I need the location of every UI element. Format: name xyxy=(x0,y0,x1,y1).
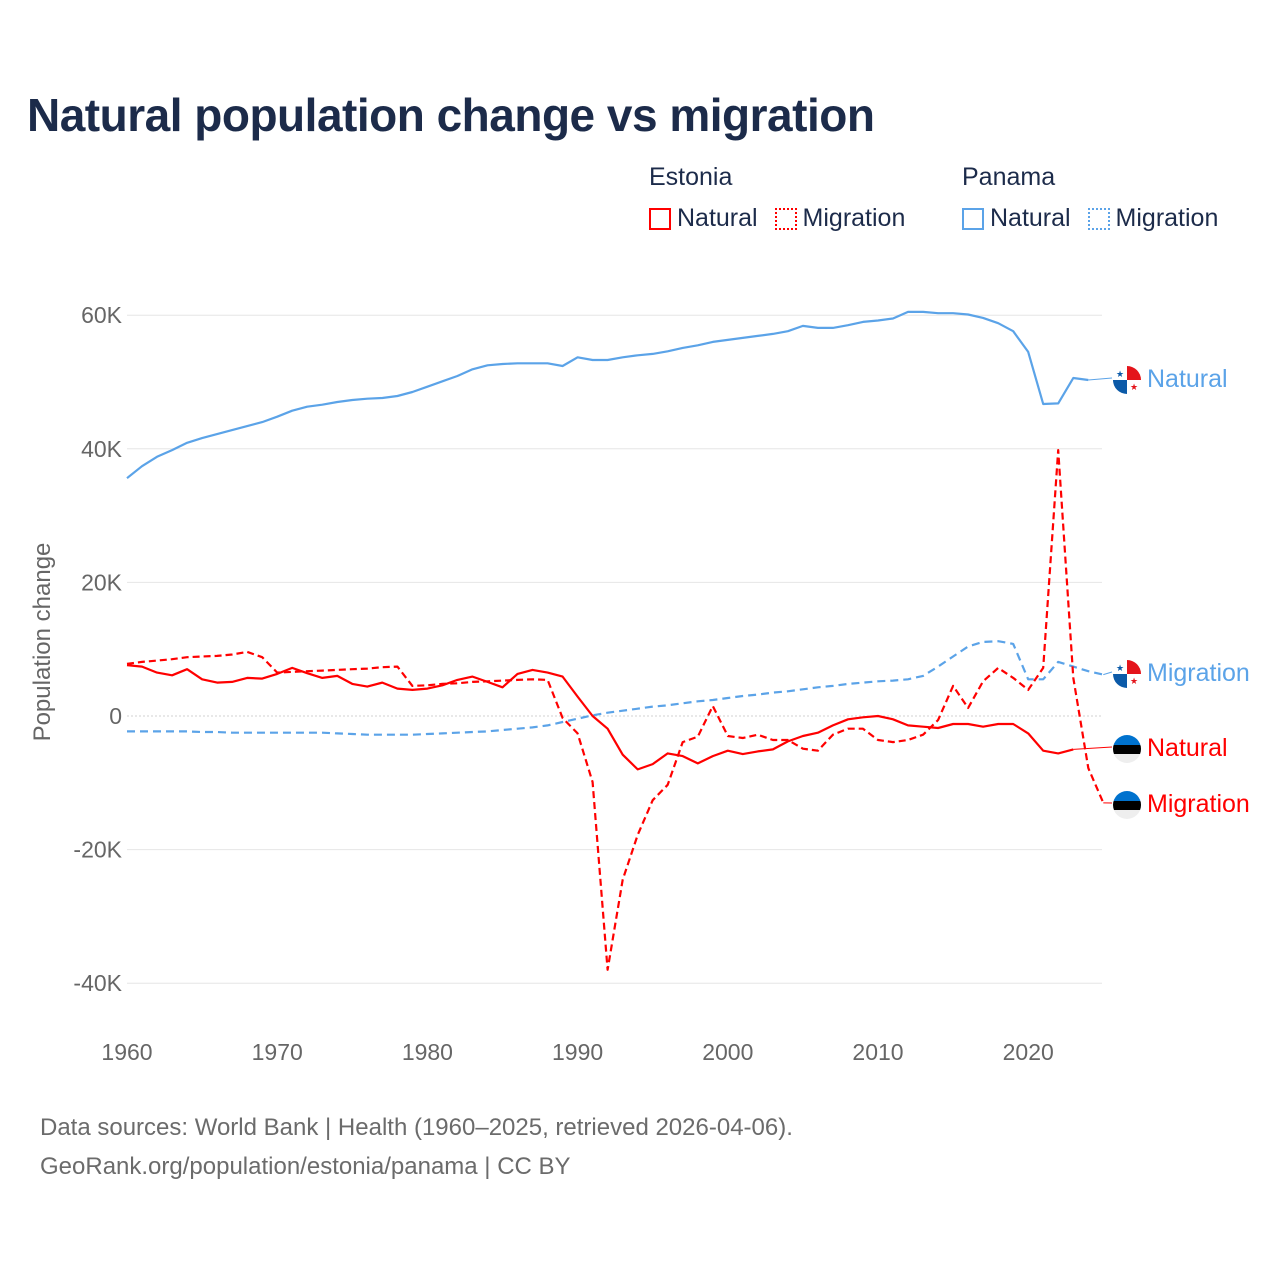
data-source-text: Data sources: World Bank | Health (1960–… xyxy=(40,1114,793,1141)
legend-item-estonia-migration[interactable]: Migration xyxy=(774,204,906,233)
series-line-estonia-natural[interactable] xyxy=(126,664,1074,771)
series-line-estonia-migration[interactable] xyxy=(126,449,1105,971)
y-axis-label: Population change xyxy=(29,543,56,742)
y-tick-label: 20K xyxy=(81,569,123,595)
x-tick-label: 1960 xyxy=(101,1039,152,1065)
legend-swatch-solid-icon xyxy=(649,207,671,230)
leader-line xyxy=(1088,377,1113,381)
estonia-flag-icon xyxy=(1113,791,1141,819)
svg-text:★: ★ xyxy=(1130,382,1138,392)
y-tick-label: 0 xyxy=(109,703,122,729)
legend-item-panama-natural[interactable]: Natural xyxy=(962,204,1071,233)
y-tick-label: -20K xyxy=(73,837,122,863)
chart-title: Natural population change vs migration xyxy=(27,89,875,141)
legend-swatch-dotted-icon xyxy=(1087,207,1110,230)
end-label-estonia-natural: Natural xyxy=(1147,734,1228,762)
x-tick-label: 2010 xyxy=(852,1039,903,1065)
svg-text:★: ★ xyxy=(1130,676,1138,686)
leader-line xyxy=(1103,671,1113,676)
x-tick-label: 2000 xyxy=(702,1039,753,1065)
legend-label: Natural xyxy=(677,204,758,232)
series-line-panama-migration[interactable] xyxy=(127,640,1104,736)
legend-title-estonia: Estonia xyxy=(649,163,733,191)
svg-text:★: ★ xyxy=(1116,663,1124,673)
end-label-panama-migration: Migration xyxy=(1147,659,1250,687)
x-tick-label: 1990 xyxy=(552,1039,603,1065)
legend-item-estonia-natural[interactable]: Natural xyxy=(649,204,758,233)
legend-title-panama: Panama xyxy=(962,163,1056,191)
legend-label: Migration xyxy=(1115,204,1219,232)
leader-line xyxy=(1073,746,1113,750)
x-tick-label: 1980 xyxy=(402,1039,453,1065)
y-tick-label: 40K xyxy=(81,436,123,462)
footer: Data sources: World Bank | Health (1960–… xyxy=(40,1108,793,1186)
svg-text:★: ★ xyxy=(1116,369,1124,379)
series-line-panama-natural[interactable] xyxy=(126,310,1089,480)
legend-group-estonia: Estonia Natural Migration xyxy=(649,163,915,237)
panama-flag-icon: ★★ xyxy=(1113,366,1141,394)
end-label-estonia-migration: Migration xyxy=(1147,790,1250,818)
y-tick-label: -40K xyxy=(73,970,122,996)
y-tick-label: 60K xyxy=(81,302,123,328)
legend-label: Migration xyxy=(802,204,906,232)
x-tick-label: 1970 xyxy=(252,1039,303,1065)
panama-flag-icon: ★★ xyxy=(1113,660,1141,688)
legend-group-panama: Panama Natural Migration xyxy=(962,163,1228,237)
attribution-text: GeoRank.org/population/estonia/panama | … xyxy=(40,1153,571,1180)
legend-item-panama-migration[interactable]: Migration xyxy=(1087,204,1219,233)
estonia-flag-icon xyxy=(1113,735,1141,763)
legend-swatch-dotted-icon xyxy=(774,207,797,230)
x-tick-label: 2020 xyxy=(1003,1039,1054,1065)
legend-label: Natural xyxy=(990,204,1071,232)
legend-swatch-solid-icon xyxy=(962,207,984,230)
end-label-panama-natural: Natural xyxy=(1147,365,1228,393)
